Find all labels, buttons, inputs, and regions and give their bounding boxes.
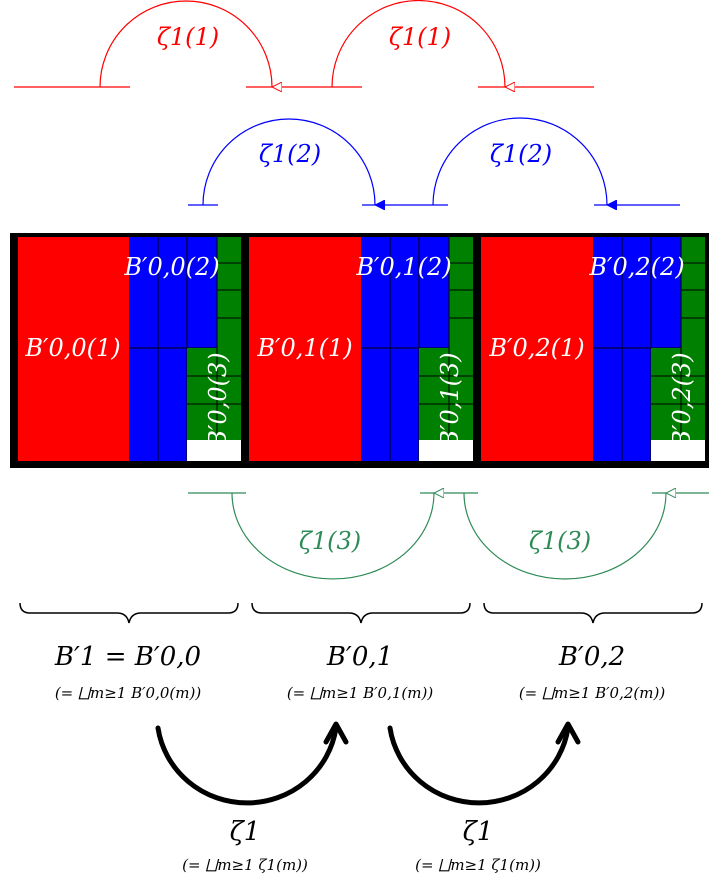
underbrace-1 xyxy=(251,602,471,624)
block-1-green-bottom xyxy=(419,348,473,440)
thick-arc-2-arrowhead xyxy=(555,721,581,745)
bottom-arc-label-2: ζ1 xyxy=(463,817,494,847)
bottom-arc-label-1: ζ1 xyxy=(230,817,261,847)
red-arc-1 xyxy=(99,0,272,87)
block-0-label-3: B′0,0(3) xyxy=(204,352,232,448)
red-arc-label-2: ζ1(1) xyxy=(389,23,451,51)
blue-arc-2 xyxy=(432,117,607,205)
bottom-title-1: B′0,1 xyxy=(326,642,393,672)
block-2-label-3: B′0,2(3) xyxy=(668,352,696,448)
block-0-label-2: B′0,0(2) xyxy=(123,253,219,281)
underbraces xyxy=(19,602,703,624)
green-arc-label-2: ζ1(3) xyxy=(529,527,591,555)
bottom-arc-sub-2: (= ⨆m≥1 ζ1(m)) xyxy=(415,856,541,874)
main-block-frame: B′0,0(1) B′0,0(2) B′0,0(3) B′0,1(1) B′0,… xyxy=(10,233,709,468)
blue-arc-label-1: ζ1(2) xyxy=(259,140,321,168)
block-0: B′0,0(1) B′0,0(2) B′0,0(3) xyxy=(18,237,241,461)
block-0-green-bottom xyxy=(187,348,241,440)
bottom-thick-arcs xyxy=(155,721,581,806)
block-2-green-top xyxy=(681,237,705,348)
block-2-label-1: B′0,2(1) xyxy=(488,334,584,362)
block-1-green-top xyxy=(449,237,473,348)
bottom-arc-sub-1: (= ⨆m≥1 ζ1(m)) xyxy=(182,856,308,874)
green-arc-1 xyxy=(231,493,434,580)
thick-arc-2 xyxy=(387,725,571,806)
blue-arc-label-2: ζ1(2) xyxy=(490,140,552,168)
block-1-label-1: B′0,1(1) xyxy=(256,334,352,362)
red-arc-group xyxy=(14,0,594,87)
green-arc-label-1: ζ1(3) xyxy=(299,527,361,555)
blue-arc-group xyxy=(188,117,680,205)
block-1-red xyxy=(249,237,361,461)
block-1-white xyxy=(419,440,473,461)
block-2-red xyxy=(481,237,593,461)
block-1: B′0,1(1) B′0,1(2) B′0,1(3) xyxy=(249,237,473,461)
bottom-sub-2: (= ⨆m≥1 B′0,2(m)) xyxy=(519,684,666,702)
block-0-label-1: B′0,0(1) xyxy=(24,334,120,362)
bottom-sub-0: (= ⨆m≥1 B′0,0(m)) xyxy=(55,684,202,702)
thick-arc-1-arrowhead xyxy=(323,721,349,745)
block-2: B′0,2(1) B′0,2(2) B′0,2(3) xyxy=(481,237,705,461)
block-1-label-2: B′0,1(2) xyxy=(355,253,451,281)
block-2-green-bottom xyxy=(651,348,705,440)
block-0-green-top xyxy=(217,237,241,348)
bottom-title-0: B′1 = B′0,0 xyxy=(54,642,201,672)
green-arc-group xyxy=(188,493,709,580)
block-divider-2 xyxy=(473,237,481,461)
block-2-white xyxy=(651,440,705,461)
block-0-red xyxy=(18,237,129,461)
red-arc-2 xyxy=(331,0,505,87)
bottom-sub-1: (= ⨆m≥1 B′0,1(m)) xyxy=(287,684,434,702)
red-arc-label-1: ζ1(1) xyxy=(157,23,219,51)
bottom-title-2: B′0,2 xyxy=(558,642,625,672)
green-arc-2 xyxy=(463,493,666,580)
underbrace-0 xyxy=(19,602,239,624)
block-divider-1 xyxy=(241,237,249,461)
blue-arc-1 xyxy=(202,118,375,205)
underbrace-2 xyxy=(483,602,703,624)
block-1-label-3: B′0,1(3) xyxy=(436,352,464,448)
block-0-white xyxy=(187,440,241,461)
thick-arc-1 xyxy=(155,725,339,806)
block-2-label-2: B′0,2(2) xyxy=(588,253,684,281)
